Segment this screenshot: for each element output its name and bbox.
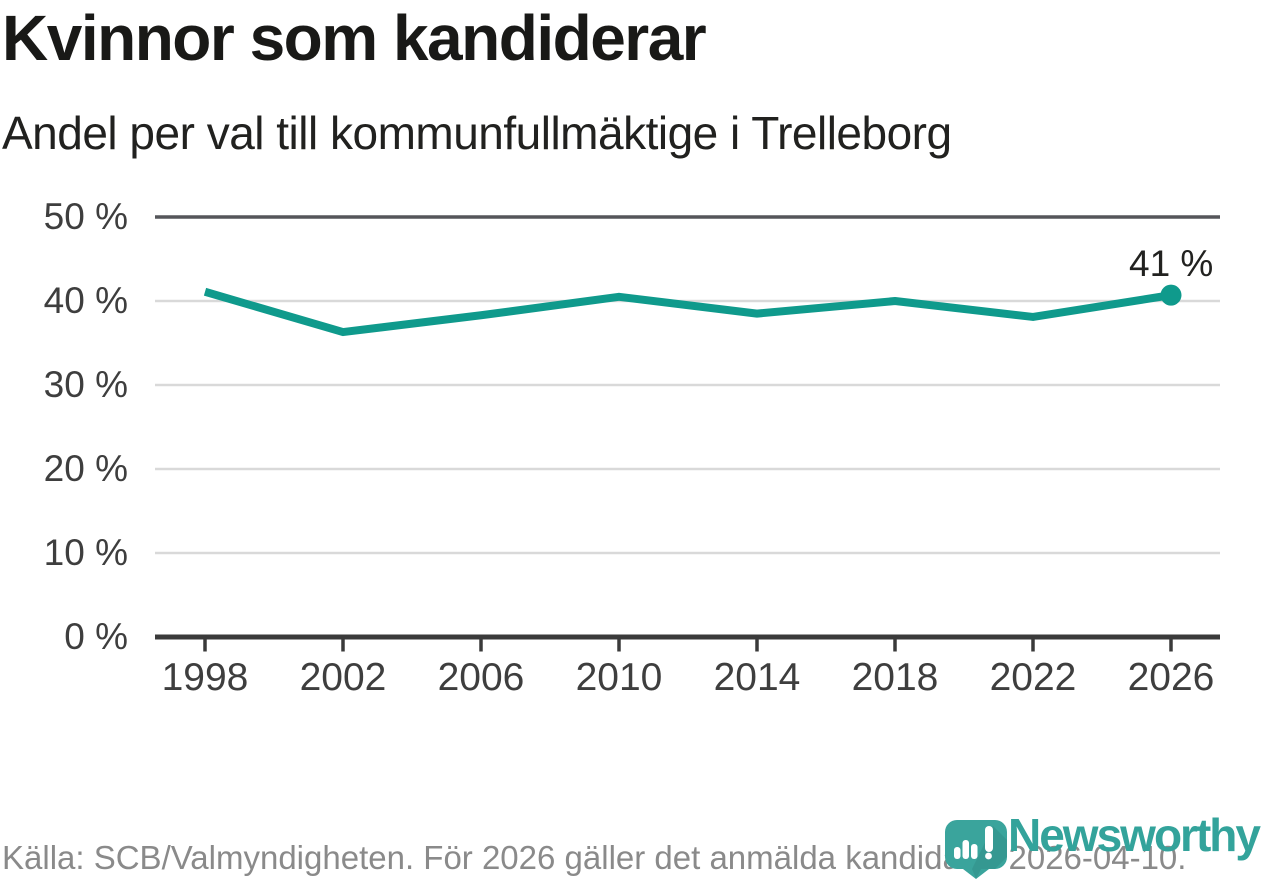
x-axis-label: 2018 — [851, 656, 939, 699]
x-axis-label: 1998 — [161, 656, 249, 699]
chart-title: Kvinnor som kandiderar — [2, 2, 707, 74]
newsworthy-pin-icon — [945, 820, 1007, 879]
x-axis-label: 2002 — [299, 656, 387, 699]
newsworthy-wordmark: Newsworthy — [1008, 809, 1261, 861]
chart-subtitle: Andel per val till kommunfullmäktige i T… — [2, 107, 952, 159]
y-axis-label: 40 % — [43, 280, 128, 321]
x-axis-label: 2010 — [575, 656, 663, 699]
x-axis-label: 2006 — [437, 656, 525, 699]
y-axis-label: 50 % — [43, 196, 128, 237]
series-line — [203, 287, 1172, 337]
newsworthy-logo: Newsworthy — [941, 806, 1262, 879]
y-axis-label: 10 % — [43, 532, 128, 573]
x-axis-label: 2014 — [713, 656, 801, 699]
y-axis-label: 30 % — [43, 364, 128, 405]
x-axis-label: 2026 — [1127, 656, 1215, 699]
y-axis-label: 20 % — [43, 448, 128, 489]
end-point-marker — [1160, 284, 1182, 306]
y-axis-label: 0 % — [64, 616, 128, 657]
x-axis-label: 2022 — [989, 656, 1077, 699]
end-point-label: 41 % — [1129, 243, 1214, 284]
